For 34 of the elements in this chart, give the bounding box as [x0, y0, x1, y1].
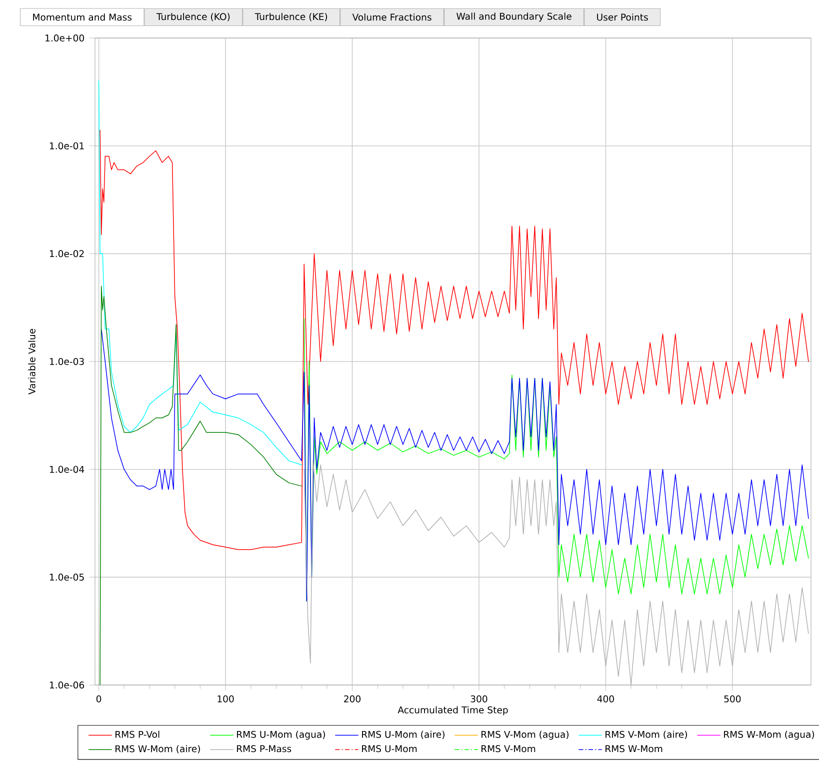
text: Wall and Boundary Scale	[456, 12, 572, 22]
y-tick-label: 1.0e-05	[50, 574, 84, 581]
x-axis-title: Accumulated Time Step	[398, 706, 508, 716]
y-tick-label: 1.0e+00	[46, 34, 84, 42]
legend-label: RMS V-Mom (aire)	[606, 730, 687, 739]
text: Volume Fractions	[352, 13, 432, 21]
line-series	[100, 130, 809, 550]
legend-label: RMS V-Mom	[482, 745, 536, 752]
x-tick-label: 0	[96, 695, 102, 702]
legend-label: RMS V-Mom (agua)	[482, 730, 568, 740]
legend-label: RMS W-Mom (aire)	[116, 745, 200, 754]
y-tick-label: 1.0e-02	[50, 250, 84, 258]
legend-label: RMS P-Vol	[116, 730, 160, 738]
y-tick-label: 1.0e-06	[50, 681, 84, 689]
text: Turbulence (KO)	[156, 12, 230, 22]
y-tick-label: 1.0e-04	[50, 466, 84, 473]
line-series	[100, 286, 302, 686]
x-tick-label: 300	[470, 695, 488, 702]
y-tick-label: 1.0e-03	[50, 358, 84, 366]
y-tick-label: 1.0e-01	[50, 142, 84, 150]
text: Turbulence (KE)	[254, 12, 328, 22]
legend-label: RMS W-Mom	[606, 745, 662, 752]
legend-label: RMS U-Mom (agua)	[237, 730, 325, 740]
x-tick-label: 500	[724, 695, 741, 702]
x-tick-label: 400	[597, 695, 614, 702]
text: User Points	[597, 13, 648, 21]
legend-label: RMS W-Mom (agua)	[724, 730, 814, 740]
legend-label: RMS U-Mom	[362, 745, 417, 752]
legend-label: RMS P-Mass	[237, 745, 292, 752]
y-axis-title: Variable Value	[28, 328, 36, 395]
x-tick-label: 200	[344, 695, 360, 702]
legend-label: RMS U-Mom (aire)	[362, 730, 444, 739]
text: Momentum and Mass	[33, 13, 132, 21]
x-tick-label: 100	[218, 695, 234, 702]
